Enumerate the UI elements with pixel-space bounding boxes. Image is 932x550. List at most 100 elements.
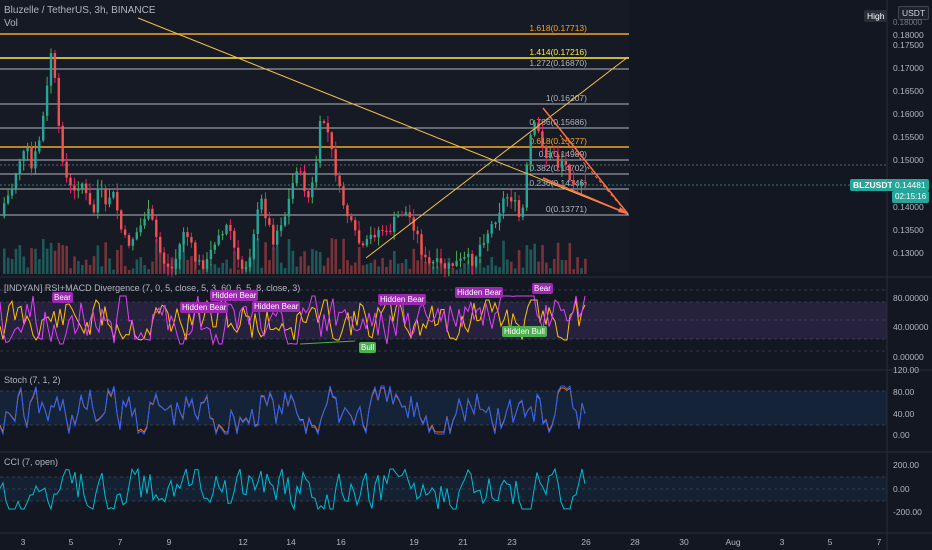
candle-body [81,183,84,190]
candle-body [287,198,291,217]
volume-bar [190,256,193,274]
volume-bar [357,247,361,274]
wedge-lower-line [542,177,629,215]
volume-bar [545,262,548,274]
volume-bar [541,244,544,274]
time-tick: 9 [167,537,172,547]
volume-bar [381,257,384,274]
divergence-tag: Hidden Bear [210,290,259,301]
price-tick: 0.15000 [893,155,924,165]
candle-body [276,230,279,245]
candle-body [120,210,123,230]
candle-body [198,260,201,262]
currency-label[interactable]: USDT [898,6,930,20]
stoch-indicator-label[interactable]: Stoch (7, 1, 2) [4,375,61,385]
candle-body [256,209,259,235]
candle-body [291,183,294,199]
stoch-pane [0,385,887,436]
signal-line [0,298,586,341]
volume-bar [510,261,513,274]
cci-indicator-label[interactable]: CCI (7, open) [4,457,59,467]
volume-bar [57,242,61,274]
symbol-title[interactable]: Bluzelle / TetherUS, 3h, BINANCE [4,5,156,16]
volume-bar [303,251,306,274]
candle-body [564,161,567,165]
candle-body [22,151,25,162]
candle-body [84,183,88,194]
candle-body [205,258,209,269]
candle-body [584,181,587,183]
time-tick: 5 [69,537,74,547]
volume-bar [256,238,260,274]
stoch-tick: 120.00 [893,365,919,375]
candle-body [396,214,400,217]
cci-tick: -200.00 [893,507,922,517]
candle-body [424,254,427,258]
volume-bar [408,268,412,274]
candle-body [455,260,458,266]
volume-bar [404,258,408,274]
candle-body [439,258,443,264]
candle-body [6,195,10,204]
volume-bar [517,249,521,274]
volume-bar [69,268,72,274]
candle-body [30,147,33,169]
candlesticks[interactable] [3,48,587,278]
candle-body [244,266,248,269]
candle-body [248,258,252,267]
volume-label[interactable]: Vol [4,18,18,29]
volume-bar [14,248,18,274]
volume-bar [3,248,6,274]
volume-bar [529,249,533,274]
candle-body [490,224,493,234]
drawings[interactable] [137,17,629,259]
volume-bar [326,257,330,274]
time-tick: Aug [725,537,740,547]
rsi-indicator-label[interactable]: [INDYAN] RSI+MACD Divergence (7, 0, 5, c… [4,283,301,293]
candle-body [147,208,150,219]
arrow-head [618,207,628,214]
candle-body [428,257,431,264]
candle-body [447,263,450,269]
candle-body [272,224,275,245]
volume-bar [365,264,369,274]
candle-body [240,259,244,269]
divergence-tag: Hidden Bear [455,287,504,298]
candle-body [186,232,189,238]
candle-body [513,200,517,202]
volume-bar [42,239,45,274]
candle-body [560,161,564,168]
candle-body [299,171,302,173]
candle-body [330,132,333,150]
candle-body [307,191,310,198]
fib-level-label: 0(0.13771) [546,204,587,214]
volume-bar [295,266,299,274]
volume-bar [182,241,185,274]
volume-bar [513,268,517,274]
volume-bar [18,245,22,274]
stoch-band [0,391,887,425]
time-tick: 3 [21,537,26,547]
volume-bar [131,268,135,274]
volume-bar [474,265,478,274]
candle-body [494,222,497,225]
candle-body [502,198,505,213]
divergence-tag: Hidden Bear [252,301,301,312]
volume-bar [26,267,29,274]
candle-body [471,253,474,266]
price-tick: 0.13000 [893,248,924,258]
candle-body [116,191,119,211]
candle-body [237,247,240,260]
volume-bar [311,248,314,274]
candle-body [135,232,138,240]
volume-bar [455,269,458,274]
volume-bar [38,259,41,274]
candle-body [69,177,72,186]
candle-body [209,249,213,259]
candle-body [26,147,29,152]
candle-body [389,230,392,232]
stoch-k-line [0,385,586,436]
rsi-line [0,295,586,346]
volume-bar [77,261,80,274]
